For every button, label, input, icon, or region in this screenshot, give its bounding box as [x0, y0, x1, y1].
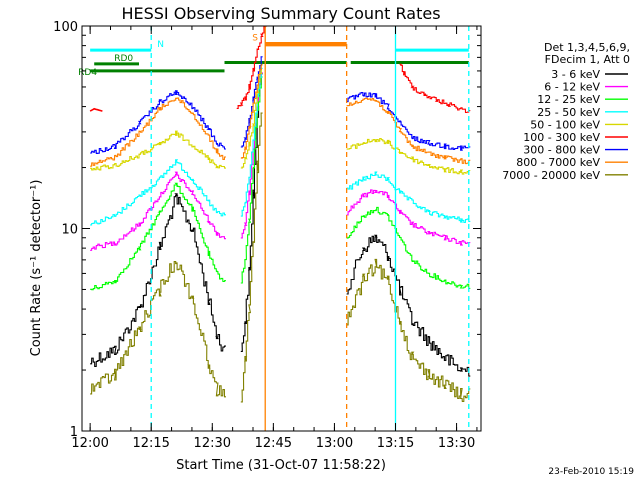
series-6-12-kev-segment-2 [240, 72, 263, 239]
series-3-6-kev-segment-3 [346, 234, 471, 377]
series-800-7000-kev-segment-4 [346, 97, 471, 165]
legend-header-line-1: Det 1,3,4,5,6,9, [544, 41, 630, 54]
series-25-50-kev [90, 67, 471, 226]
series-50-100-kev-segment-2 [240, 63, 263, 169]
series-6-12-kev [90, 72, 471, 251]
legend-label-3-6-kev: 3 - 6 keV [551, 68, 600, 81]
series-25-50-kev-segment-2 [240, 67, 263, 217]
y-tick-label-10: 10 [61, 223, 78, 238]
data-series [89, 25, 471, 403]
legend-label-25-50-kev: 25 - 50 keV [537, 106, 600, 119]
series-7000-20000-kev-segment-2 [240, 112, 263, 403]
series-100-300-kev [89, 25, 471, 114]
legend-label-50-100-kev: 50 - 100 keV [530, 118, 600, 131]
date-stamp: 23-Feb-2010 15:19 [548, 467, 634, 477]
flag-bars: RD0 RD4 N S [78, 33, 469, 78]
legend-label-800-7000-kev: 800 - 7000 keV [516, 156, 600, 169]
flag-label-s: S [252, 33, 258, 43]
series-800-7000-kev-segment-1 [90, 97, 226, 167]
x-tick-label-12-30: 12:30 [194, 436, 231, 451]
series-25-50-kev-segment-1 [90, 159, 226, 226]
series-50-100-kev-segment-3 [346, 137, 471, 175]
series-800-7000-kev-segment-2 [240, 64, 263, 159]
series-50-100-kev [90, 63, 471, 175]
y-tick-label-1: 1 [70, 425, 78, 440]
plot-frame [81, 25, 482, 432]
flag-label-rd0: RD0 [114, 54, 133, 64]
legend-label-100-300-kev: 100 - 300 keV [523, 131, 600, 144]
series-300-800-kev-segment-3 [346, 91, 471, 151]
series-3-6-kev-segment-1 [90, 193, 226, 368]
series-300-800-kev-segment-2 [240, 56, 263, 148]
series-300-800-kev-segment-1 [90, 90, 226, 154]
flag-label-rd4: RD4 [78, 68, 97, 78]
series-6-12-kev-segment-1 [90, 171, 226, 251]
flag-label-n: N [157, 40, 164, 50]
x-axis-label: Start Time (31-Oct-07 11:58:22) [176, 458, 386, 473]
series-3-6-kev [90, 73, 471, 377]
legend-label-7000-20000-kev: 7000 - 20000 keV [502, 169, 600, 182]
legend-label-300-800-kev: 300 - 800 keV [523, 144, 600, 157]
x-tick-label-13-00: 13:00 [316, 436, 353, 451]
series-7000-20000-kev-segment-3 [346, 258, 471, 403]
series-12-25-kev-segment-1 [90, 182, 226, 291]
series-300-800-kev [90, 56, 471, 154]
x-tick-label-12-00: 12:00 [71, 436, 108, 451]
y-axis-label: Count Rate (s⁻¹ detector⁻¹) [29, 180, 44, 357]
series-7000-20000-kev [90, 112, 471, 403]
series-100-300-kev-segment-1 [89, 107, 103, 112]
legend-label-6-12-kev: 6 - 12 keV [544, 81, 600, 94]
series-25-50-kev-segment-3 [346, 171, 471, 224]
series-100-300-kev-segment-2 [236, 25, 267, 109]
series-12-25-kev-segment-3 [346, 206, 471, 289]
legend: Det 1,3,4,5,6,9,FDecim 1, Att 0 3 - 6 keV… [502, 41, 630, 182]
axes: 12:00 12:15 12:30 12:45 13:00 13:15 13:30 1 10 10… [53, 20, 481, 451]
series-800-7000-kev [90, 44, 471, 167]
x-tick-label-12-45: 12:45 [255, 436, 292, 451]
series-100-300-kev-segment-3 [399, 63, 471, 114]
series-7000-20000-kev-segment-1 [90, 260, 226, 398]
series-6-12-kev-segment-3 [346, 189, 471, 246]
x-tick-label-12-15: 12:15 [132, 436, 169, 451]
legend-header-line-2: FDecim 1, Att 0 [545, 53, 630, 66]
chart-title: HESSI Observing Summary Count Rates [121, 4, 440, 23]
x-tick-label-13-30: 13:30 [438, 436, 475, 451]
y-tick-label-100: 100 [53, 20, 78, 35]
series-3-6-kev-segment-2 [240, 73, 263, 352]
legend-label-12-25-kev: 12 - 25 keV [537, 93, 600, 106]
series-50-100-kev-segment-1 [90, 130, 226, 171]
series-12-25-kev [90, 76, 471, 291]
series-12-25-kev-segment-2 [240, 76, 263, 284]
vertical-markers [150, 26, 470, 431]
x-tick-label-13-15: 13:15 [377, 436, 414, 451]
